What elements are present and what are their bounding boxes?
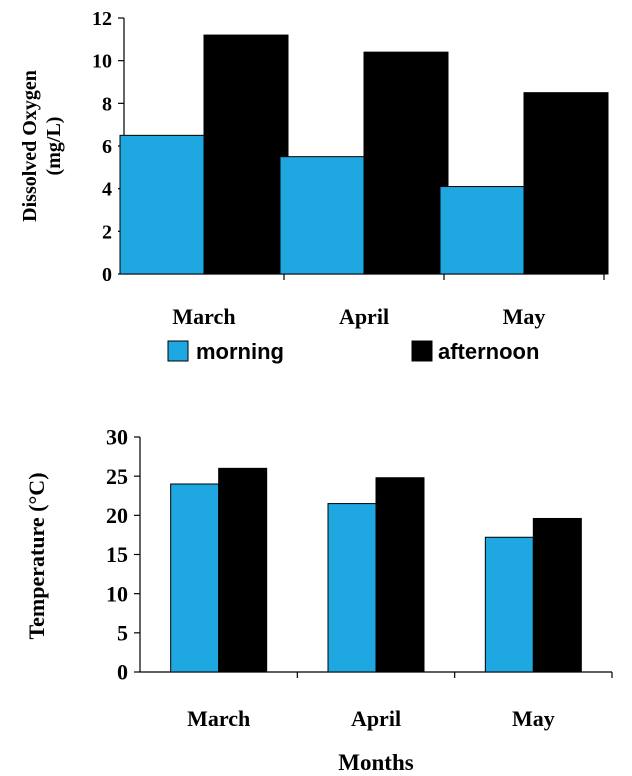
y-tick-label: 0 xyxy=(117,660,128,685)
y-tick-label: 30 xyxy=(106,425,128,450)
y-tick-label: 20 xyxy=(106,503,128,528)
category-label: May xyxy=(512,706,555,731)
category-label: March xyxy=(172,304,235,329)
legend: morning afternoon xyxy=(167,339,539,364)
y-axis-title: Temperature (°C) xyxy=(24,472,49,639)
bar-morning-may xyxy=(439,186,525,275)
category-label: May xyxy=(503,304,546,329)
y-tick-label: 10 xyxy=(92,51,112,73)
y-axis-title-line: Dissolved Oxygen xyxy=(19,70,41,222)
y-tick-label: 2 xyxy=(102,221,112,243)
bar-series-1-may xyxy=(484,536,534,673)
bar-series-2-may xyxy=(532,517,582,673)
legend-swatch-afternoon xyxy=(411,340,433,362)
bar-series-2-april xyxy=(375,477,425,673)
y-axis-title: Dissolved Oxygen (mg/L) xyxy=(19,70,65,222)
bar-series-2-march xyxy=(218,467,268,673)
bar-afternoon-march xyxy=(203,34,289,275)
bar-morning-march xyxy=(119,134,205,275)
category-label: April xyxy=(351,706,401,731)
y-tick-label: 6 xyxy=(102,136,112,158)
y-tick-label: 0 xyxy=(102,264,112,286)
y-tick-label: 12 xyxy=(92,8,112,30)
y-tick-label: 10 xyxy=(106,581,128,606)
y-tick-label: 15 xyxy=(106,542,128,567)
bar-afternoon-april xyxy=(363,51,449,275)
temperature-chart: Temperature (°C) Months 0 5 10 15 20 25 30 Marc… xyxy=(24,425,613,775)
y-tick-label: 4 xyxy=(102,179,112,201)
bar-afternoon-may xyxy=(523,92,609,275)
x-axis-title: Months xyxy=(338,750,413,775)
y-axis-title-line: (mg/L) xyxy=(43,117,65,176)
bar-series-1-april xyxy=(327,503,377,673)
category-label: April xyxy=(339,304,389,329)
y-tick-label: 25 xyxy=(106,464,128,489)
y-tick-label: 8 xyxy=(102,93,112,115)
category-label: March xyxy=(187,706,250,731)
y-tick-label: 5 xyxy=(117,621,128,646)
legend-label-afternoon: afternoon xyxy=(438,339,539,364)
legend-swatch-morning xyxy=(167,340,189,362)
bar-morning-april xyxy=(279,156,365,275)
bar-series-1-march xyxy=(170,483,220,673)
dissolved-oxygen-chart: Dissolved Oxygen (mg/L) 0 2 4 6 8 10 12 March Apr… xyxy=(19,8,609,329)
legend-label-morning: morning xyxy=(196,339,284,364)
